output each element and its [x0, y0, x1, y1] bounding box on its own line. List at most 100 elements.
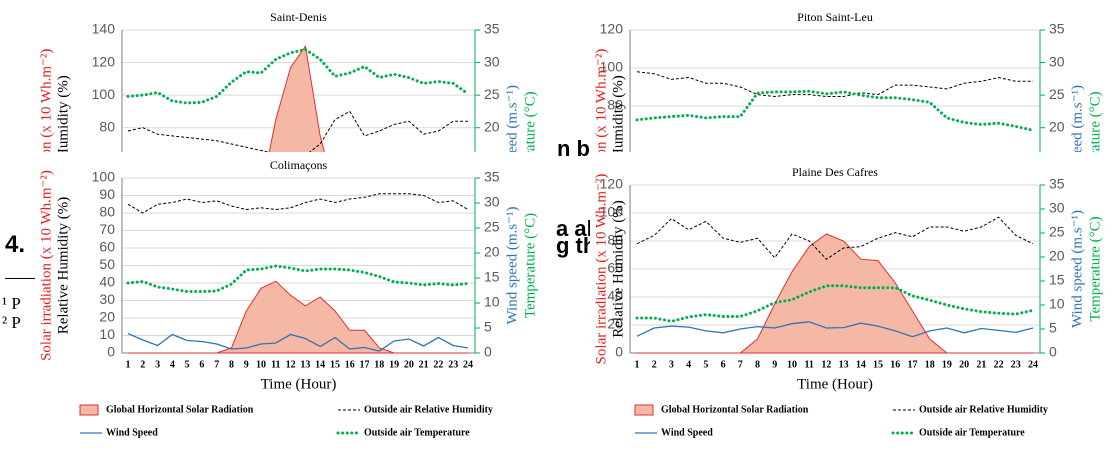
y-axis-label: Solar irradiation (x 10 Wh.m⁻²) — [38, 170, 54, 361]
y-tick-label: 140 — [92, 21, 116, 37]
y-tick-label: 80 — [607, 97, 623, 113]
y2-tick-label: 10 — [484, 294, 500, 310]
x-tick-label: 17 — [907, 359, 917, 370]
x-tick-label: 8 — [229, 359, 234, 370]
x-tick-label: 10 — [256, 359, 266, 370]
y-tick-label: 100 — [600, 59, 624, 75]
y-tick-label: 90 — [99, 186, 115, 202]
x-tick-label: 5 — [703, 359, 708, 370]
x-tick-label: 20 — [959, 359, 969, 370]
line — [126, 264, 470, 293]
y-axis-label: Relative Humidity (%) — [610, 200, 626, 337]
x-tick-label: 7 — [214, 359, 219, 370]
y2-axis-label: Temperature (°C) — [522, 213, 538, 318]
line — [636, 216, 1034, 260]
legend-label: Global Horizontal Solar Radiation — [106, 404, 254, 415]
legend-label: Wind Speed — [661, 427, 713, 438]
x-axis-label: Time (Hour) — [797, 376, 873, 392]
doc-text: g th — [556, 233, 597, 258]
y-tick-label: 70 — [99, 221, 115, 237]
y2-tick-label: 5 — [484, 319, 492, 335]
x-tick-label: 22 — [994, 359, 1004, 370]
x-axis-label: Time (Hour) — [261, 376, 337, 392]
legend-label: Wind Speed — [106, 427, 158, 438]
y-tick-label: 60 — [99, 239, 115, 255]
y-tick-label: 100 — [600, 204, 624, 220]
y-tick-label: 100 — [92, 169, 116, 185]
line — [636, 321, 1034, 338]
y2-tick-label: 30 — [1049, 200, 1065, 216]
x-tick-label: 12 — [286, 359, 296, 370]
x-tick-label: 6 — [199, 359, 204, 370]
x-tick-label: 15 — [330, 359, 340, 370]
y-tick-label: 50 — [99, 256, 115, 272]
y-tick-label: 100 — [92, 86, 116, 102]
y2-tick-label: 20 — [484, 244, 500, 260]
x-tick-label: 5 — [185, 359, 190, 370]
x-tick-label: 2 — [140, 359, 145, 370]
y2-axis-label: Temperature (°C) — [1087, 216, 1103, 321]
x-tick-label: 11 — [271, 359, 280, 370]
legend-swatch — [634, 404, 654, 416]
x-tick-label: 19 — [942, 359, 952, 370]
x-tick-label: 16 — [345, 359, 355, 370]
y2-tick-label: 15 — [484, 269, 500, 285]
line — [635, 89, 1035, 132]
y2-tick-label: 30 — [484, 53, 500, 69]
x-tick-label: 23 — [1011, 359, 1021, 370]
y-tick-label: 120 — [600, 176, 624, 192]
footnote: ² P — [2, 313, 21, 332]
y2-tick-label: 25 — [1049, 224, 1065, 240]
y-tick-label: 20 — [607, 316, 623, 332]
y-tick-label: 60 — [607, 260, 623, 276]
line — [127, 332, 469, 352]
x-tick-label: 7 — [738, 359, 743, 370]
doc-text: a al — [556, 216, 593, 241]
legend-label: Global Horizontal Solar Radiation — [661, 404, 809, 415]
x-tick-label: 19 — [389, 359, 399, 370]
line — [635, 284, 1035, 323]
y2-tick-label: 25 — [1049, 86, 1065, 102]
y2-tick-label: 35 — [1049, 21, 1065, 37]
x-tick-label: 3 — [155, 359, 160, 370]
y2-tick-label: 0 — [484, 344, 492, 360]
legend-label: Outside air Temperature — [919, 427, 1025, 438]
x-tick-label: 23 — [448, 359, 458, 370]
x-tick-label: 24 — [463, 359, 473, 370]
legend-label: Outside air Temperature — [364, 427, 470, 438]
x-tick-label: 14 — [856, 359, 866, 370]
x-tick-label: 13 — [300, 359, 310, 370]
y2-tick-label: 25 — [484, 219, 500, 235]
y-tick-label: 80 — [99, 204, 115, 220]
x-tick-label: 18 — [925, 359, 935, 370]
footnote-rule — [5, 278, 35, 279]
y-tick-label: 40 — [607, 288, 623, 304]
y2-tick-label: 15 — [1049, 272, 1065, 288]
y2-tick-label: 20 — [484, 118, 500, 134]
x-tick-label: 14 — [315, 359, 325, 370]
x-tick-label: 12 — [821, 359, 831, 370]
x-tick-label: 1 — [635, 359, 640, 370]
line — [127, 193, 469, 214]
x-tick-label: 8 — [755, 359, 760, 370]
x-tick-label: 22 — [433, 359, 443, 370]
y-tick-label: 40 — [99, 274, 115, 290]
y2-tick-label: 30 — [1049, 53, 1065, 69]
x-tick-label: 1 — [126, 359, 131, 370]
chart-title: Piton Saint-Leu — [797, 10, 873, 24]
y2-axis-label: Wind speed (m.s⁻¹) — [1069, 210, 1085, 328]
y-axis-label: Relative Humidity (%) — [55, 197, 71, 334]
x-tick-label: 6 — [721, 359, 726, 370]
x-tick-label: 13 — [839, 359, 849, 370]
line — [636, 71, 1033, 98]
x-tick-label: 4 — [170, 359, 175, 370]
area — [128, 280, 468, 354]
chart-title: Plaine Des Cafres — [792, 165, 878, 179]
x-tick-label: 4 — [686, 359, 691, 370]
legend-label: Outside air Relative Humidity — [919, 404, 1048, 415]
x-tick-label: 3 — [669, 359, 674, 370]
y-tick-label: 30 — [99, 291, 115, 307]
